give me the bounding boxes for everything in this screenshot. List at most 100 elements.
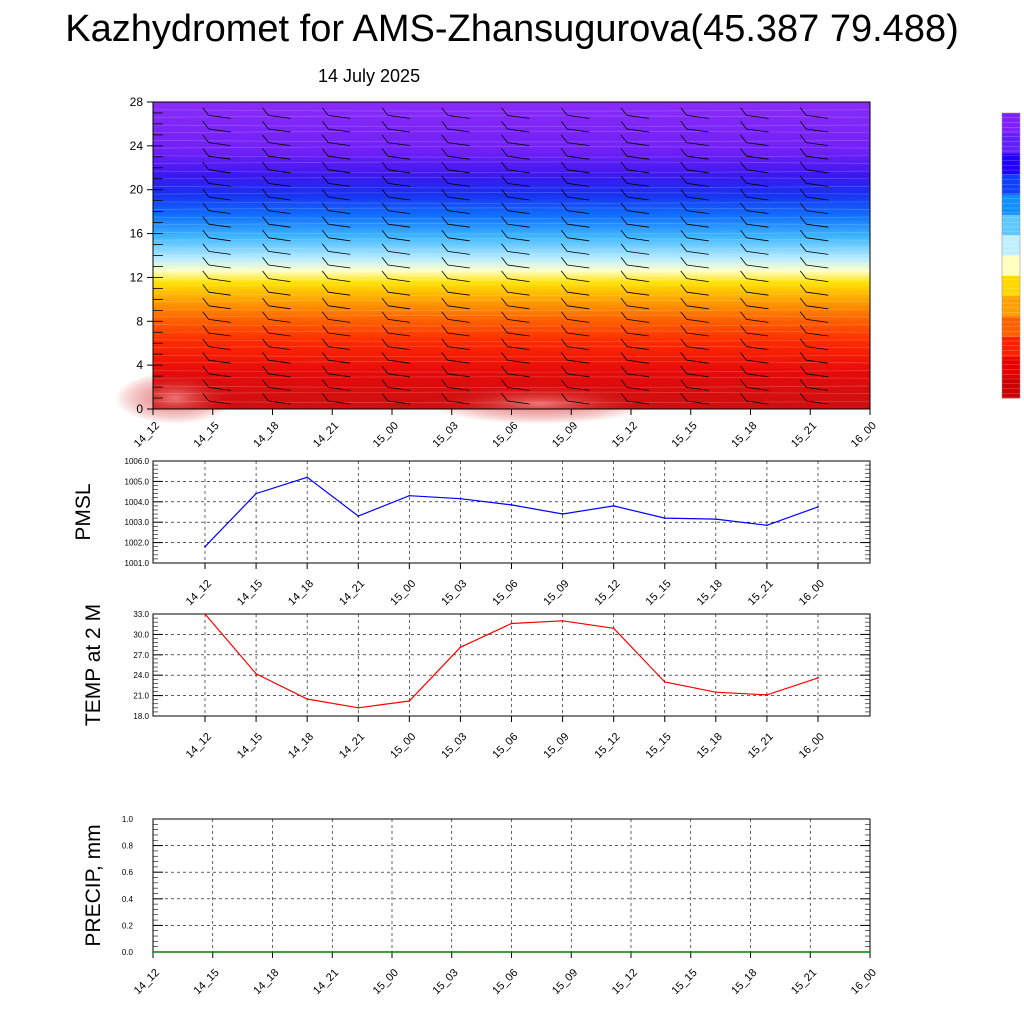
wind-barb — [620, 216, 628, 225]
wind-barb — [328, 223, 351, 228]
x-tick-label: 14_18 — [286, 578, 316, 608]
wind-barb — [328, 210, 351, 214]
colorbar-swatch — [1002, 275, 1020, 297]
wind-barb — [321, 365, 329, 375]
wind-barb — [328, 128, 351, 133]
x-tick-label: 15_03 — [439, 731, 469, 761]
wind-barb — [501, 175, 508, 184]
y-tick-label: 16 — [130, 227, 144, 241]
wind-barb — [806, 183, 829, 187]
wind-barb — [620, 161, 628, 171]
wind-barb — [746, 373, 769, 378]
wind-barb — [680, 284, 688, 293]
wind-barb — [740, 393, 747, 402]
wind-barb — [680, 365, 688, 375]
wind-barb — [799, 379, 807, 388]
x-tick-label: 15_09 — [541, 731, 571, 761]
colorbar-swatch — [1002, 255, 1020, 277]
wind-barb — [387, 264, 411, 269]
wind-barb — [626, 251, 650, 255]
wind-barb — [806, 373, 829, 378]
wind-barb — [208, 359, 231, 364]
wind-barb — [626, 128, 650, 133]
wind-barb — [620, 393, 628, 402]
wind-barb — [567, 319, 590, 323]
heatmap-contour — [152, 345, 871, 348]
heatmap-contour — [152, 324, 871, 327]
wind-barb — [507, 169, 530, 174]
wind-barb — [620, 229, 628, 239]
wind-barb — [626, 142, 650, 146]
x-tick-label: 14_12 — [184, 731, 214, 761]
x-tick-label: 16_00 — [849, 967, 879, 997]
wind-barb — [680, 148, 688, 157]
wind-barb — [387, 359, 411, 364]
wind-barb — [686, 400, 709, 405]
wind-barb — [560, 134, 568, 143]
wind-barb — [686, 359, 709, 364]
wind-barb — [381, 311, 389, 320]
wind-barb — [746, 305, 769, 310]
x-tick-label: 15_15 — [644, 578, 674, 608]
wind-barb — [268, 183, 291, 187]
x-tick-label: 16_00 — [849, 420, 879, 450]
x-tick-label: 15_09 — [550, 420, 580, 450]
x-tick-label: 14_21 — [337, 578, 367, 608]
wind-barb — [441, 311, 449, 320]
wind-barb — [262, 175, 269, 184]
x-tick-label: 15_00 — [388, 731, 418, 761]
colorbar-frame — [1001, 112, 1021, 399]
wind-barb — [560, 365, 568, 375]
wind-barb — [447, 346, 470, 350]
wind-barb — [746, 359, 769, 364]
wind-barb — [626, 183, 650, 187]
wind-barb — [746, 264, 769, 269]
wind-barb — [626, 264, 650, 269]
wind-barb — [208, 169, 231, 174]
wind-barb — [740, 338, 747, 347]
wind-barb — [381, 297, 389, 307]
wind-barb — [567, 210, 590, 214]
wind-barb — [441, 365, 449, 375]
wind-barb — [507, 115, 530, 119]
wind-barb — [441, 107, 449, 116]
precip-data-point — [391, 951, 393, 953]
wind-barb — [328, 142, 351, 146]
wind-barb — [507, 373, 530, 378]
wind-barb — [328, 183, 351, 187]
wind-barb — [686, 264, 709, 269]
wind-barb — [620, 352, 628, 361]
pmsl-ylabel: PMSL — [72, 483, 95, 540]
wind-barb — [208, 128, 231, 133]
wind-barb — [268, 210, 291, 214]
wind-barb — [441, 270, 449, 279]
wind-barb — [262, 352, 269, 361]
x-tick-label: 15_06 — [490, 967, 520, 997]
wind-barb — [799, 175, 807, 184]
heatmap-contour — [152, 140, 871, 143]
wind-barb — [328, 400, 351, 405]
y-tick-label: 27.0 — [133, 651, 149, 660]
x-tick-label: 15_21 — [746, 578, 776, 608]
pmsl-data-point — [357, 515, 360, 517]
wind-barb — [202, 257, 210, 266]
wind-barb — [268, 373, 291, 378]
heatmap-contour — [152, 339, 871, 342]
precip-data-point — [689, 951, 692, 953]
wind-barb — [387, 387, 411, 391]
wind-barb — [740, 270, 747, 279]
colorbar-swatch — [1002, 296, 1020, 318]
wind-barb — [567, 183, 590, 187]
wind-barb — [321, 243, 329, 252]
temp-data-point — [663, 681, 666, 683]
wind-barb — [567, 305, 590, 310]
heatmap-contour — [152, 146, 871, 149]
wind-barb — [328, 332, 351, 337]
wind-barb — [387, 373, 411, 378]
x-tick-label: 15_18 — [695, 731, 725, 761]
y-tick-label: 0 — [136, 402, 143, 416]
wind-barb — [567, 237, 590, 242]
heatmap-warm-core — [430, 384, 650, 424]
wind-barb — [560, 352, 568, 361]
wind-barb — [806, 346, 829, 350]
